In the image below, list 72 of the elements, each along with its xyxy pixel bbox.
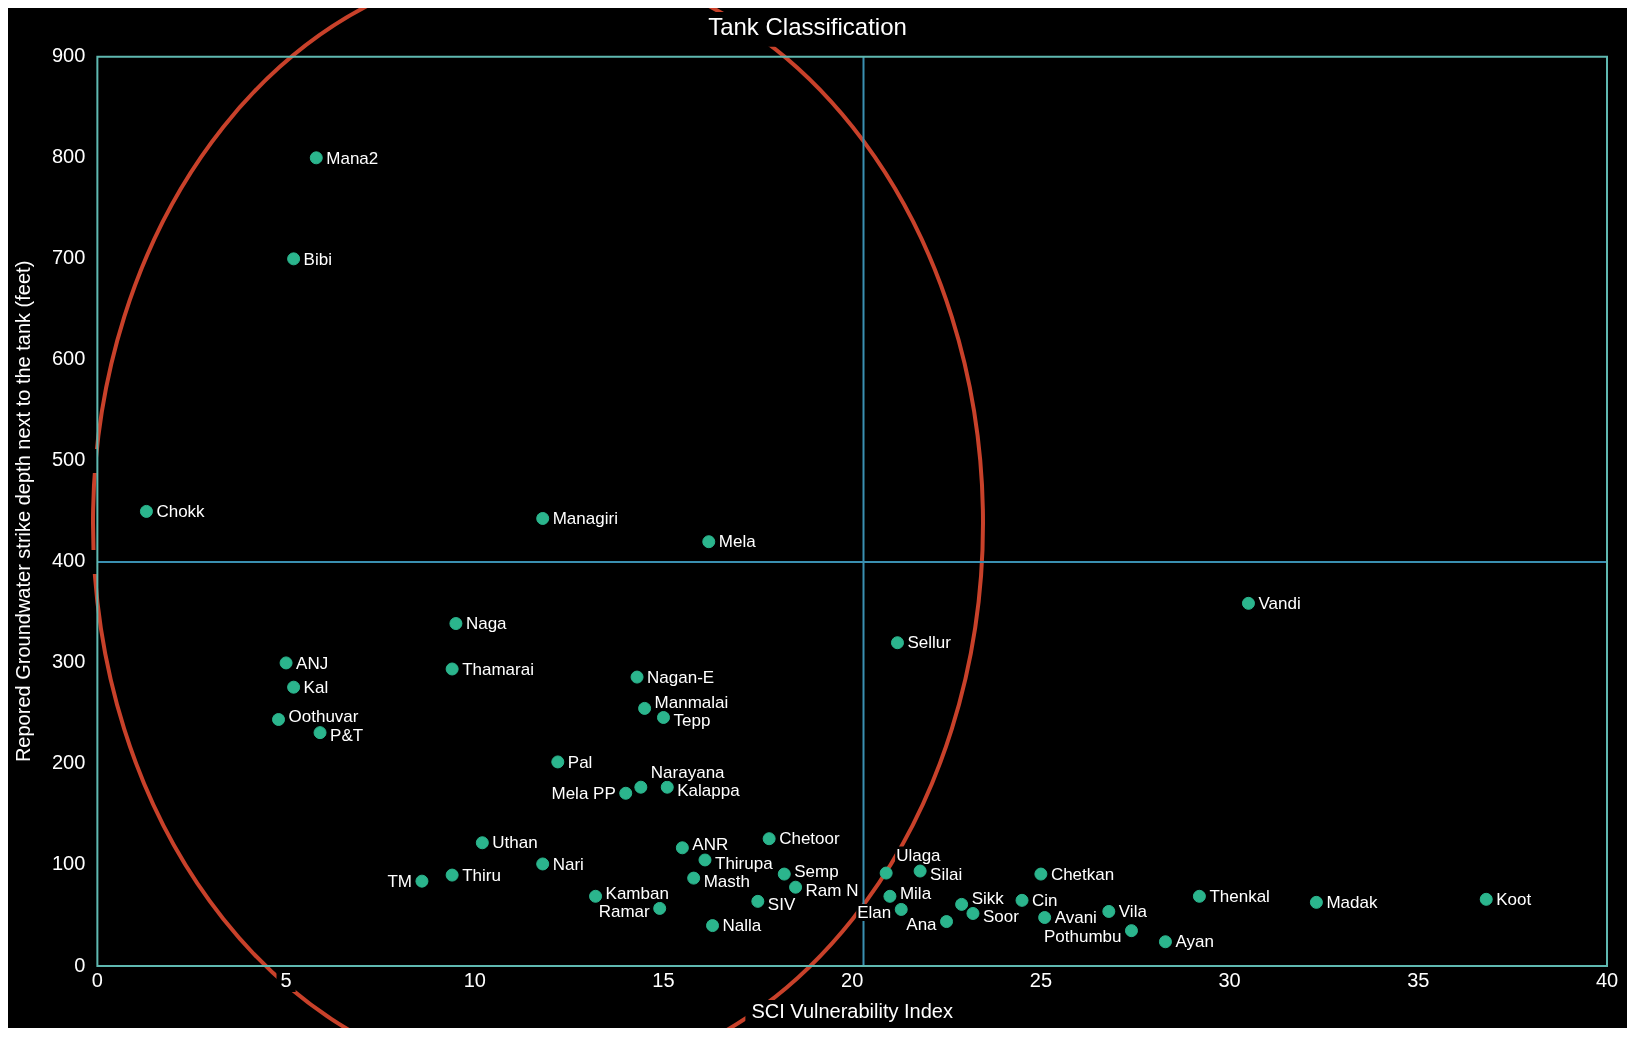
data-label: Thamarai (462, 659, 534, 679)
data-label: Managiri (552, 509, 618, 529)
y-tick-label: 0 (74, 953, 86, 976)
data-label: Madak (1326, 893, 1378, 913)
data-label: Sellur (907, 633, 952, 653)
data-label: Bibi (303, 249, 332, 269)
data-label: Elan (857, 903, 892, 923)
data-label: Naga (465, 614, 508, 634)
data-label: Chetoor (779, 829, 840, 849)
data-label: Chokk (156, 502, 206, 522)
data-label: Ramar (598, 902, 651, 922)
data-label: TM (387, 871, 412, 891)
data-label: Ayan (1175, 932, 1214, 952)
data-label: Pothumbu (1043, 927, 1122, 947)
data-label: Mila (899, 883, 932, 903)
data-label: Chetkan (1050, 864, 1115, 884)
data-label: Thirupa (715, 853, 774, 873)
x-tick-label: 20 (841, 968, 864, 991)
y-tick-label: 600 (51, 347, 86, 370)
data-label: ANJ (296, 653, 329, 673)
data-label: Vila (1118, 902, 1148, 922)
y-tick-label: 800 (51, 145, 86, 168)
data-label: Mana2 (326, 148, 379, 168)
x-tick-label: 35 (1407, 968, 1430, 991)
x-tick-label: 30 (1218, 968, 1241, 991)
data-label: Kamban (605, 883, 669, 903)
data-label: Masth (703, 871, 750, 891)
data-label: Silai (930, 864, 963, 884)
x-tick-label: 40 (1595, 968, 1619, 991)
y-tick-label: 200 (51, 751, 86, 774)
data-label: ANR (692, 835, 729, 855)
data-label: Nalla (722, 916, 762, 936)
data-label: Avani (1054, 908, 1097, 928)
data-label: Oothuvar (288, 707, 359, 727)
data-label: Koot (1496, 890, 1532, 910)
x-tick-label: 15 (652, 968, 675, 991)
data-label: Kal (303, 677, 329, 697)
x-tick-label: 5 (280, 968, 292, 991)
x-axis-title: SCI Vulnerability Index (751, 999, 953, 1022)
chart-title: Tank Classification (708, 13, 907, 41)
data-label: Uthan (492, 833, 538, 853)
y-tick-label: 500 (51, 448, 86, 471)
data-label: P&T (330, 726, 364, 746)
data-label: Ulaga (896, 845, 942, 865)
data-label: Cin (1032, 891, 1058, 911)
y-axis-title: Repored Groundwater strike depth next to the tank (feet) (11, 260, 34, 763)
x-tick-label: 10 (463, 968, 486, 991)
x-tick-label: 25 (1029, 968, 1053, 991)
data-label: SIV (767, 895, 796, 915)
data-label: Mela PP (551, 783, 616, 803)
data-label: Sikk (971, 889, 1005, 909)
y-tick-label: 900 (51, 44, 86, 67)
data-label: Manmalai (654, 693, 729, 713)
y-tick-label: 300 (51, 650, 86, 673)
data-label: Vandi (1258, 594, 1301, 614)
data-label: Thenkal (1209, 886, 1270, 906)
y-tick-label: 700 (51, 246, 86, 269)
x-tick-label: 0 (91, 968, 103, 991)
data-label: Nagan-E (647, 667, 715, 687)
y-tick-label: 100 (51, 852, 86, 875)
data-label: Semp (794, 861, 839, 881)
data-label: Thiru (462, 865, 501, 885)
data-label: Soor (982, 907, 1020, 927)
data-label: Nari (552, 854, 584, 874)
data-label: Narayana (650, 762, 726, 782)
data-label: Ana (906, 915, 938, 935)
data-label: Tepp (673, 711, 711, 731)
data-label: Ram N (805, 880, 859, 900)
data-label: Mela (718, 532, 757, 552)
data-label: Kalappa (677, 780, 741, 800)
data-label: Pal (567, 752, 593, 772)
y-tick-label: 400 (51, 549, 86, 572)
